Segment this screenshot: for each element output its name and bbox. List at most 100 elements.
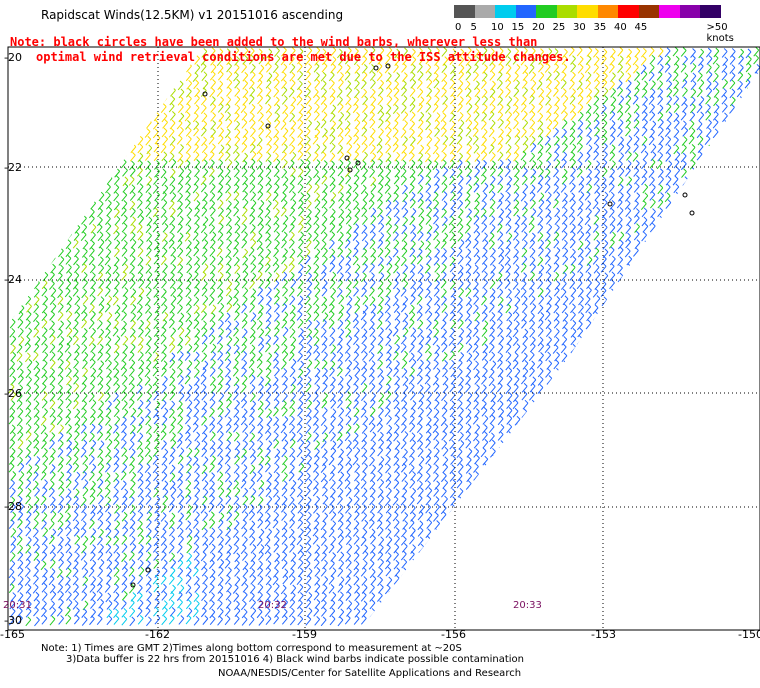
wind-barb [361,135,368,145]
wind-barb [529,399,536,410]
wind-barb [161,318,168,329]
wind-barb [242,175,248,186]
wind-barb [169,423,175,434]
wind-barb [320,151,327,162]
wind-barb [272,376,279,387]
wind-barb [633,167,640,177]
wind-barb [585,319,592,330]
wind-barb [386,87,393,98]
wind-barb [529,110,536,121]
wind-barb [568,295,575,305]
wind-barb [234,448,240,459]
wind-barb [664,326,671,337]
wind-barb [177,232,184,243]
wind-barb [536,159,543,170]
wind-barb [490,264,496,274]
wind-barb [98,111,105,121]
wind-barb [217,430,224,441]
wind-barb [729,111,736,122]
wind-barb [161,79,168,89]
wind-barb [376,62,383,73]
wind-barb [378,407,384,417]
wind-barb [672,287,679,298]
wind-barb [305,70,311,81]
wind-barb [754,63,760,74]
wind-barb [712,463,719,473]
wind-barb [434,344,441,355]
wind-barb [505,182,512,193]
wind-barb [322,312,329,322]
wind-barb [473,182,480,193]
wind-barb [281,79,287,89]
wind-barb [632,407,639,417]
wind-barb [17,407,24,418]
wind-barb [16,206,23,217]
wind-barb [633,63,639,74]
wind-barb [408,352,415,363]
wind-barb [82,151,88,162]
wind-barb [313,336,320,346]
wind-barb [498,192,504,203]
wind-barb [560,71,567,82]
wind-barb [128,398,135,409]
wind-barb [570,287,577,297]
wind-barb [273,135,279,146]
wind-barb [105,215,111,225]
wind-barb [377,239,384,249]
wind-barb [552,198,559,209]
wind-barb [130,224,136,234]
wind-barb [706,407,712,418]
wind-barb [313,223,320,233]
wind-barb [673,280,680,290]
wind-barb [97,448,104,458]
wind-barb [521,352,528,363]
wind-barb [392,104,399,114]
wind-barb [344,110,351,121]
wind-barb [401,247,408,258]
wind-barb [537,439,544,450]
wind-barb [321,296,328,307]
wind-barb [504,191,511,202]
wind-barb [642,240,649,251]
wind-barb [249,86,256,97]
wind-barb [201,48,208,58]
wind-barb [600,432,607,443]
wind-barb [329,152,336,163]
wind-barb [377,446,384,457]
wind-barb [242,198,249,209]
wind-barb [706,264,713,275]
wind-barb [697,392,704,403]
wind-barb [577,400,583,410]
wind-barb [537,406,544,417]
wind-barb [226,335,233,346]
wind-barb [377,310,384,321]
wind-barb [33,80,39,90]
wind-barb [177,320,184,330]
wind-barb [705,94,711,105]
wind-barb [25,248,32,259]
wind-barb [633,351,640,362]
wind-barb [225,111,232,122]
wind-barb [522,119,529,130]
wind-barb [161,215,168,226]
wind-barb [713,207,720,218]
wind-barb [193,311,200,322]
wind-barb [378,272,385,282]
wind-barb [209,312,216,323]
wind-barb [600,280,607,291]
wind-barb [64,360,71,370]
wind-barb [657,382,664,393]
wind-barb [506,431,513,441]
wind-barb [160,255,167,266]
wind-barb [154,134,161,145]
wind-barb [689,111,696,122]
wind-barb [314,143,321,154]
wind-barb [554,55,560,66]
wind-barb [738,358,745,369]
wind-barb [25,384,32,395]
wind-barb [554,295,561,306]
wind-barb [41,391,48,401]
wind-barb [114,304,121,315]
wind-barb [146,240,153,250]
wind-barb [513,199,520,209]
